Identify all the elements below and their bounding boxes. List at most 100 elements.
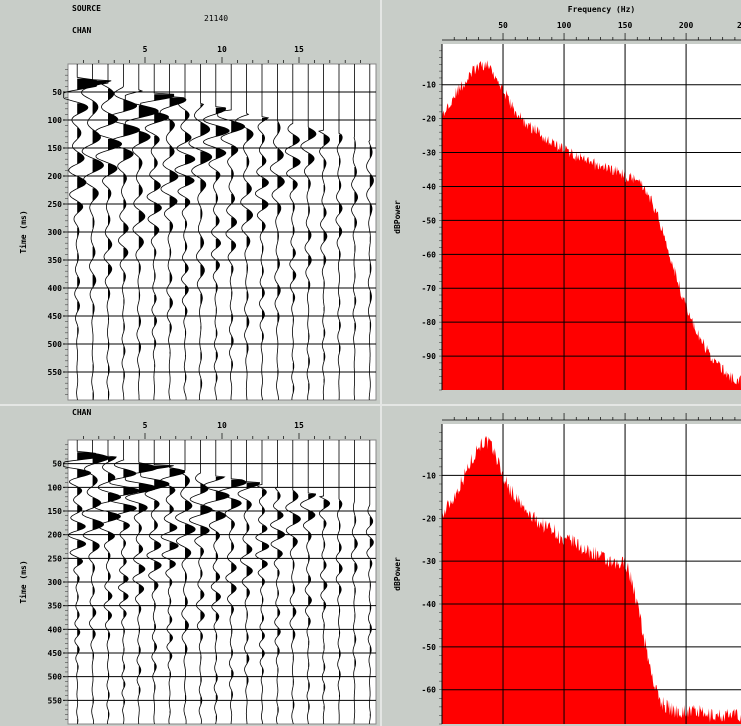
wiggle-fill [108, 493, 121, 503]
wiggle-fill [292, 134, 300, 146]
wiggle-fill [169, 170, 178, 183]
wiggle-fill [231, 479, 247, 489]
wiggle-fill [246, 544, 252, 555]
y-tick-label: 350 [48, 602, 63, 611]
x-tick-label: 5 [143, 45, 148, 54]
trace-3 [94, 64, 123, 401]
wiggle-fill [138, 565, 145, 575]
x-tick-label: 15 [294, 45, 304, 54]
wiggle-fill [108, 264, 112, 276]
wiggle-fill [339, 500, 342, 511]
wiggle-fill [185, 132, 192, 144]
y-tick-label: -20 [422, 115, 437, 124]
source-label: SOURCE [72, 4, 101, 13]
wiggle-fill [246, 129, 254, 142]
wiggle-fill [185, 476, 190, 488]
y-tick-label: 500 [48, 340, 63, 349]
trace-2 [81, 440, 110, 724]
wiggle-fill [231, 520, 235, 530]
y-tick-label: -20 [422, 514, 437, 523]
wiggle-fill [246, 588, 250, 599]
wiggle-fill [154, 94, 174, 101]
seismic-plot-top: 50 100 150 200 250 300 350 400 450 500 550 Time (ms… [18, 45, 377, 401]
wiggle-fill [262, 134, 265, 144]
wiggle-fill [154, 479, 169, 491]
wiggle-fill [215, 613, 219, 622]
top-left-seismic-panel: SOURCE 21140 CHAN 50 100 150 200 250 300 350 40… [0, 0, 380, 404]
trace-18 [335, 440, 343, 724]
trace-19 [350, 440, 358, 724]
seismic-plot-bottom: 50 100 150 200 250 300 350 400 450 500 550 Time (ms… [18, 421, 377, 725]
wiggle-fill [92, 101, 98, 116]
y-tick-label: 150 [48, 144, 63, 153]
wiggle-fill [185, 198, 190, 209]
y-tick-label: 250 [48, 200, 63, 209]
y-tick-label: 50 [52, 460, 62, 469]
wiggle-fill [246, 182, 252, 195]
trace-11 [217, 64, 246, 400]
wiggle-fill [108, 139, 122, 151]
trace-1 [63, 440, 98, 725]
y-tick-label: 450 [48, 649, 63, 658]
wiggle-fill [169, 542, 179, 551]
wiggle-fill [108, 113, 118, 126]
trace-13 [254, 64, 270, 401]
y-axis-label: Time (ms) [18, 210, 28, 253]
x-tick-label-partial: 2 [737, 21, 741, 30]
wiggle-fill [215, 238, 221, 249]
y-tick-label: 450 [48, 312, 63, 321]
wiggle-fill [138, 158, 142, 171]
wiggle-fill [77, 576, 80, 583]
x-tick-label: 200 [679, 21, 694, 30]
trace-10 [202, 440, 230, 725]
y-tick-label: 550 [48, 368, 63, 377]
y-tick-label: 500 [48, 673, 63, 682]
trace-16 [300, 64, 317, 400]
wiggle-fill [292, 607, 296, 618]
wiggle-fill [185, 524, 196, 536]
wiggle-fill [77, 103, 88, 115]
trace-14 [270, 440, 286, 725]
y-axis-label: dBPower [393, 200, 402, 234]
trace-10 [202, 64, 230, 400]
trace-13 [255, 440, 270, 725]
x-tick-label: 10 [217, 421, 227, 430]
top-right-spectrum-panel: -10 -20 -30 -40 -50 -60 -70 -80 -90 dBPower 50 100 1… [382, 0, 741, 404]
y-tick-label: -70 [422, 284, 437, 293]
wiggle-fill [277, 529, 285, 540]
wiggle-fill [231, 217, 237, 229]
y-tick-label: 400 [48, 625, 63, 634]
trace-15 [285, 440, 301, 725]
wiggle-fill [92, 454, 109, 465]
y-tick-label: -30 [422, 557, 437, 566]
trace-17 [317, 64, 330, 401]
wiggle-fill [138, 483, 157, 493]
x-tick-label: 50 [498, 21, 508, 30]
wiggle-fill [123, 522, 130, 531]
wiggle-fill [154, 500, 160, 511]
trace-6 [140, 440, 174, 725]
wiggle-fill [77, 452, 97, 461]
y-tick-label: -80 [422, 318, 437, 327]
y-tick-label: 250 [48, 554, 63, 563]
wiggle-fill [215, 531, 220, 542]
wiggle-fill [262, 178, 269, 189]
y-tick-label: -10 [422, 81, 437, 90]
wiggle-fill [138, 503, 148, 514]
trace-14 [269, 64, 285, 400]
wiggle-fill [123, 487, 140, 496]
wiggle-fill [323, 499, 330, 510]
y-tick-label: 200 [48, 531, 63, 540]
y-tick-label: -60 [422, 686, 437, 695]
chan-label-bottom: CHAN [72, 408, 92, 417]
trace-17 [318, 440, 331, 725]
wiggle-fill [92, 188, 99, 202]
wiggle-fill [92, 476, 98, 487]
trace-5 [124, 64, 159, 400]
trace-1 [63, 64, 98, 401]
y-tick-label: -30 [422, 149, 437, 158]
bottom-right-spectrum-panel: -10 -20 -30 -40 -50 -60 dBPower [382, 406, 741, 726]
wiggle-fill [215, 171, 220, 182]
wiggle-fill [92, 130, 101, 145]
spectrum-plot-bottom: -10 -20 -30 -40 -50 -60 dBPower [393, 413, 741, 725]
